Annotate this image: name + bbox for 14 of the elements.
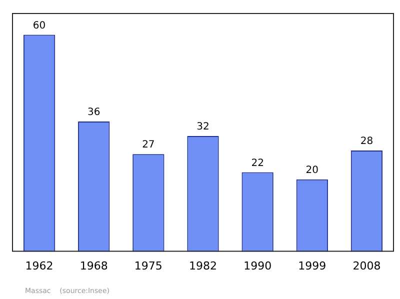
x-tick-label: 1968 <box>80 259 108 272</box>
data-label: 20 <box>306 165 319 176</box>
x-tick-label: 1990 <box>244 259 272 272</box>
x-tick-label: 1962 <box>25 259 54 272</box>
data-label: 28 <box>360 136 374 148</box>
x-tick-label: 2008 <box>352 259 381 272</box>
data-label: 60 <box>32 20 46 32</box>
data-label: 36 <box>87 107 100 118</box>
data-label: 27 <box>142 140 155 151</box>
data-label: 32 <box>196 122 210 133</box>
x-tick-label: 1975 <box>134 259 162 272</box>
data-label: 22 <box>251 158 264 169</box>
x-tick-label: 1999 <box>298 259 326 272</box>
x-tick-label: 1982 <box>189 259 217 272</box>
